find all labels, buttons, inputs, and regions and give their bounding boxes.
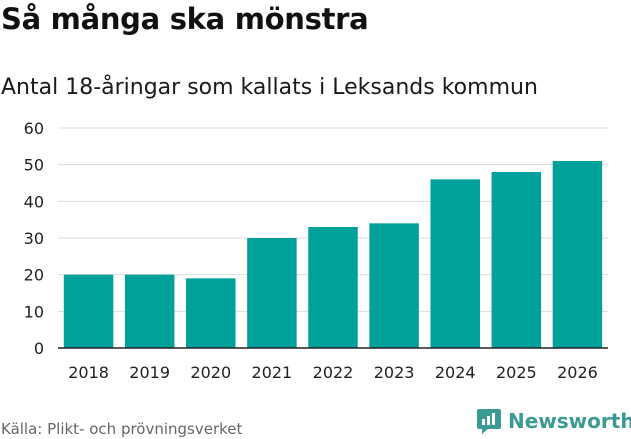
y-tick-label: 30: [24, 229, 44, 248]
bar-2024: [430, 179, 480, 348]
y-tick-label: 10: [24, 302, 44, 321]
y-tick-label: 50: [24, 156, 44, 175]
y-tick-label: 40: [24, 192, 44, 211]
source-note: Källa: Plikt- och prövningsverket: [1, 420, 243, 438]
bar-chart: 0 10 20 30 40 50 60 2018 2019 2020 2021 2022 2023 202…: [24, 119, 608, 382]
newsworthy-icon: [477, 409, 501, 434]
x-tick-label: 2020: [190, 363, 231, 382]
bar-2022: [308, 227, 358, 348]
bar-2023: [369, 223, 419, 348]
chart-title: Så många ska mönstra: [1, 2, 369, 36]
x-tick-label: 2025: [496, 363, 537, 382]
bar-2019: [124, 274, 175, 348]
bar-2020: [186, 278, 236, 348]
brand-name: Newsworthy: [508, 409, 631, 433]
y-tick-label: 60: [24, 119, 44, 138]
x-tick-label: 2026: [557, 363, 598, 382]
x-tick-label: 2018: [68, 363, 109, 382]
x-tick-label: 2019: [129, 363, 170, 382]
x-tick-label: 2021: [252, 363, 293, 382]
brand-logo: Newsworthy: [476, 407, 631, 435]
bar-2021: [247, 238, 297, 348]
x-tick-label: 2023: [374, 363, 415, 382]
bar-2018: [63, 274, 114, 348]
x-tick-label: 2022: [313, 363, 354, 382]
x-tick-label: 2024: [435, 363, 476, 382]
y-tick-label: 0: [34, 339, 44, 358]
y-tick-label: 20: [24, 266, 44, 285]
bar-2026: [552, 161, 603, 348]
chart-subtitle: Antal 18-åringar som kallats i Leksands …: [1, 75, 538, 100]
bar-2025: [491, 172, 542, 348]
